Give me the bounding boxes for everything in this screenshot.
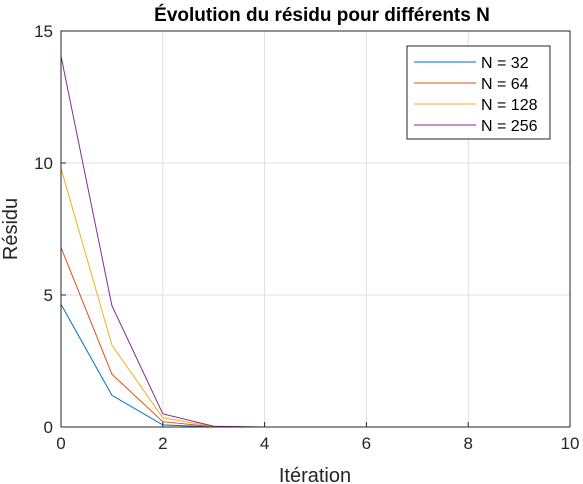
legend-entry: N = 128 [481,97,538,114]
legend-box [406,45,551,140]
x-axis-label: Itération [279,465,351,484]
chart-title: Évolution du résidu pour différents N [154,4,490,26]
y-axis-label: Résidu [0,198,22,260]
y-tick-label: 5 [44,286,53,305]
y-tick-label: 10 [34,154,53,173]
x-tick-label: 8 [463,434,472,453]
legend-entry: N = 256 [481,118,538,135]
legend-entry: N = 64 [481,76,529,93]
x-tick-label: 4 [260,434,269,453]
y-tick-label: 15 [34,22,53,41]
legend: N = 32 N = 64 N = 128 N = 256 [406,45,551,140]
x-tick-label: 10 [561,434,580,453]
x-tick-label: 6 [362,434,371,453]
x-tick-label: 2 [158,434,167,453]
y-tick-label: 0 [44,418,53,437]
plot-frame [60,30,571,428]
axis-ticks: 0 2 4 6 8 10 0 5 10 15 [34,22,579,453]
legend-entry: N = 32 [481,55,529,72]
x-tick-label: 0 [56,434,65,453]
